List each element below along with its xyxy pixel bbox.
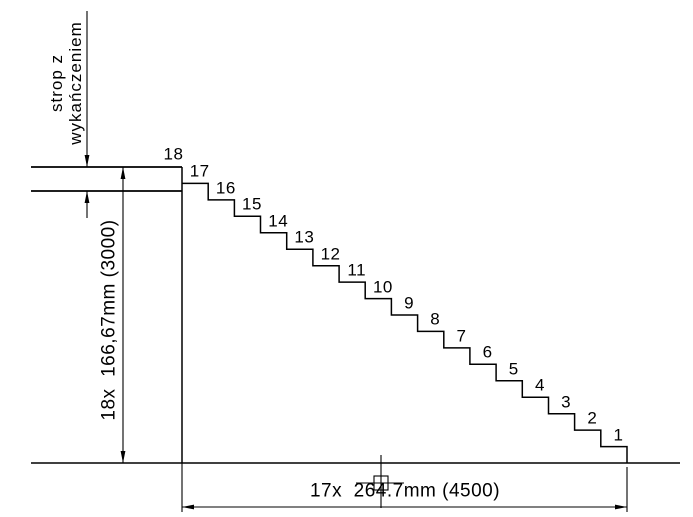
run-dim-arrow-right bbox=[615, 504, 627, 510]
step-number-label-10: 10 bbox=[372, 277, 393, 297]
step-number-label-16: 16 bbox=[215, 178, 236, 198]
step-number-label-5: 5 bbox=[508, 359, 519, 379]
step-number-label-13: 13 bbox=[294, 227, 315, 247]
step-number-label-18: 18 bbox=[163, 144, 184, 164]
step-number-label-12: 12 bbox=[320, 244, 341, 264]
step-number-label-1: 1 bbox=[613, 425, 624, 445]
step-number-label-4: 4 bbox=[534, 375, 545, 395]
horizontal-dimension-label: 17x 264.7mm (4500) bbox=[309, 480, 501, 502]
step-number-label-11: 11 bbox=[347, 260, 367, 280]
height-dim-arrow-bottom bbox=[120, 451, 126, 463]
crosshair-cursor bbox=[356, 455, 404, 508]
step-number-label-7: 7 bbox=[456, 326, 467, 346]
height-dim-arrow-top bbox=[120, 167, 126, 179]
step-number-label-8: 8 bbox=[430, 309, 441, 329]
step-number-label-6: 6 bbox=[482, 342, 493, 362]
slab-finish-label: strop z wykańczeniem bbox=[47, 21, 85, 145]
step-number-label-14: 14 bbox=[268, 211, 289, 231]
stair-steps-path bbox=[182, 182, 628, 463]
step-number-label-17: 17 bbox=[189, 161, 210, 181]
step-number-label-15: 15 bbox=[242, 194, 262, 214]
slab-dim-arrow-top bbox=[84, 155, 90, 167]
vertical-dimension-label: 18x 166,67mm (3000) bbox=[98, 219, 120, 421]
run-dim-arrow-left bbox=[182, 504, 194, 510]
crosshair-pickbox bbox=[373, 475, 389, 491]
step-number-label-9: 9 bbox=[404, 293, 415, 313]
step-number-label-3: 3 bbox=[561, 392, 572, 412]
step-number-label-2: 2 bbox=[587, 408, 598, 428]
slab-dim-arrow-bottom bbox=[84, 191, 90, 203]
